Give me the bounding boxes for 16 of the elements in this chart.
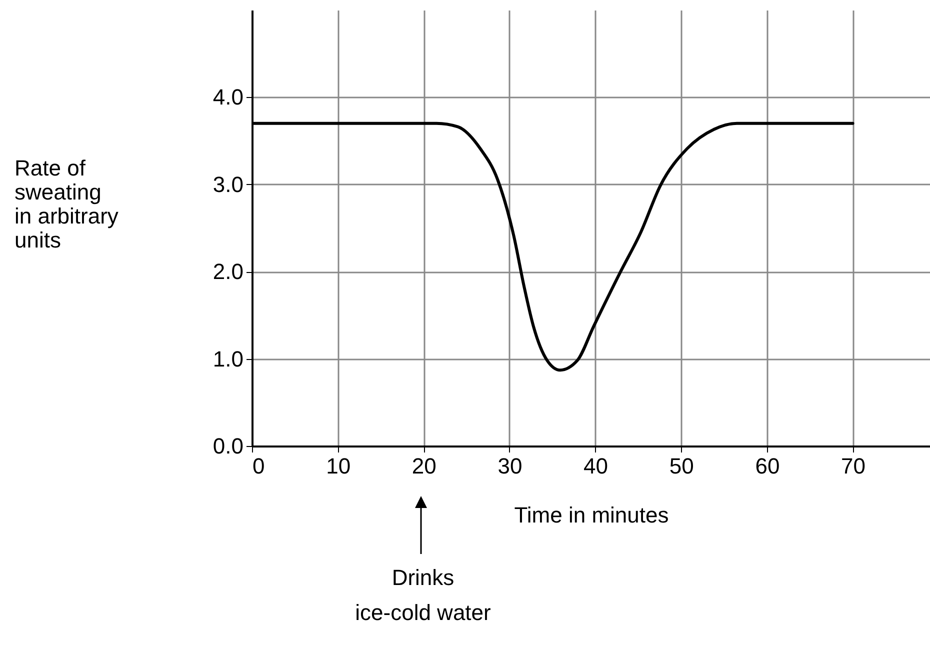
x-tick-label: 40 [584, 454, 608, 478]
text: Drinks ice-cold water [354, 564, 492, 627]
x-axis-title: Time in minutes [514, 502, 669, 528]
x-tick-label: 50 [669, 454, 694, 478]
x-tick-label: 30 [498, 454, 522, 478]
y-axis-title: Rate of sweating in arbitrary units [14, 156, 118, 252]
x-tick-label: 10 [326, 454, 351, 478]
x-tick-label: 20 [412, 454, 436, 478]
x-tick-label: 60 [755, 454, 780, 478]
y-tick-label: 1.0 [212, 346, 244, 372]
y-tick-label: 3.0 [212, 172, 244, 197]
x-tick-label: 70 [841, 454, 866, 478]
y-tick-label: 2.0 [212, 259, 244, 284]
x-tick-label: 0 [252, 454, 265, 478]
y-tick-label: 4.0 [212, 84, 244, 110]
y-tick-label: 0.0 [212, 434, 244, 458]
